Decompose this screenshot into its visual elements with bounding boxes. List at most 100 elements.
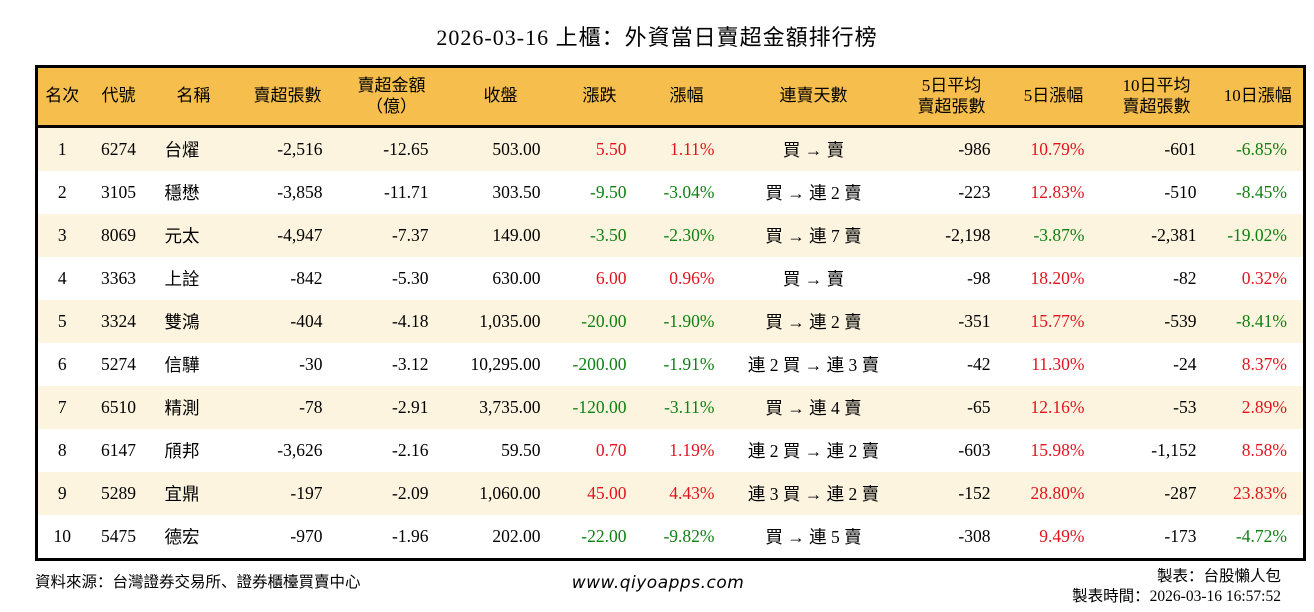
- column-header: 名稱: [150, 66, 237, 128]
- column-header: 代號: [86, 66, 151, 128]
- cell: 買 → 連 7 賣: [765, 226, 862, 246]
- page-title: 2026-03-16 上櫃：外資當日賣超金額排行榜: [436, 25, 878, 50]
- cell: 5274: [101, 354, 136, 374]
- cell: 雙鴻: [164, 312, 200, 332]
- cell: 18.20%: [1030, 268, 1085, 288]
- cell: 2.89%: [1241, 397, 1287, 417]
- cell: 3: [57, 225, 67, 245]
- cell: 3,735.00: [479, 397, 541, 417]
- cell: -970: [290, 526, 323, 546]
- table-row: 1 6274 台燿 -2,516 -12.65 503.00 5.50 1.11% 買 → 賣 -…: [36, 126, 1305, 171]
- cell: -1.91%: [663, 354, 715, 374]
- cell: -308: [958, 526, 991, 546]
- maker-block: 製表：台股懶人包 製表時間：2026-03-16 16:57:52: [866, 567, 1281, 607]
- cell: -223: [958, 182, 991, 202]
- cell: 元太: [164, 226, 200, 246]
- cell: 6147: [101, 440, 136, 460]
- cell: -603: [958, 440, 991, 460]
- cell: -98: [967, 268, 991, 288]
- cell: -1.96: [392, 526, 429, 546]
- table-header: 名次 代號 名稱 賣超張數 賣超金額 （億） 收盤 漲跌 漲幅 連賣天數 5日平均 賣超張數 5日漲…: [36, 66, 1305, 128]
- cell: 1.19%: [669, 440, 715, 460]
- cell: 連 2 買 → 連 2 賣: [747, 441, 880, 461]
- cell: -2,198: [945, 225, 991, 245]
- table-row: 7 6510 精測 -78 -2.91 3,735.00 -120.00 -3.11% 買 → …: [36, 386, 1305, 429]
- cell: 9.49%: [1039, 526, 1085, 546]
- cell: 5.50: [595, 139, 627, 159]
- cell: 202.00: [492, 526, 541, 546]
- cell: -4.72%: [1235, 526, 1287, 546]
- cell: -3.04%: [663, 182, 715, 202]
- cell: 6274: [101, 139, 136, 159]
- cell: 連 3 買 → 連 2 賣: [747, 484, 880, 504]
- cell: 59.50: [501, 440, 541, 460]
- cell: -4,947: [277, 225, 323, 245]
- cell: -12.65: [383, 139, 429, 159]
- cell: 德宏: [164, 527, 200, 547]
- cell: 23.83%: [1233, 483, 1287, 503]
- table-row: 10 5475 德宏 -970 -1.96 202.00 -22.00 -9.82% 買 → 連…: [36, 515, 1305, 560]
- table-row: 3 8069 元太 -4,947 -7.37 149.00 -3.50 -2.30% 買 → 連…: [36, 214, 1305, 257]
- table-row: 6 5274 信驊 -30 -3.12 10,295.00 -200.00 -1.91% 連 2…: [36, 343, 1305, 386]
- cell: -152: [958, 483, 991, 503]
- cell: 503.00: [492, 139, 541, 159]
- cell: 3363: [101, 268, 136, 288]
- cell: 5289: [101, 483, 136, 503]
- cell: -287: [1164, 483, 1197, 503]
- column-header: 漲跌: [556, 66, 643, 128]
- column-header: 賣超金額 （億）: [338, 66, 445, 128]
- cell: -4.18: [392, 311, 429, 331]
- cell: -200.00: [572, 354, 627, 374]
- cell: 買 → 連 2 賣: [765, 312, 862, 332]
- cell: 買 → 連 4 賣: [765, 398, 862, 418]
- cell: -53: [1173, 397, 1197, 417]
- table-row: 9 5289 宜鼎 -197 -2.09 1,060.00 45.00 4.43% 連 3 買 …: [36, 472, 1305, 515]
- cell: 149.00: [492, 225, 541, 245]
- cell: -351: [958, 311, 991, 331]
- cell: 4.43%: [669, 483, 715, 503]
- cell: -1.90%: [663, 311, 715, 331]
- cell: -8.45%: [1235, 182, 1287, 202]
- cell: 11.30%: [1031, 354, 1085, 374]
- cell: 0.96%: [669, 268, 715, 288]
- column-header: 收盤: [444, 66, 557, 128]
- cell: 1,035.00: [479, 311, 541, 331]
- ranking-table-wrap: 名次 代號 名稱 賣超張數 賣超金額 （億） 收盤 漲跌 漲幅 連賣天數 5日平均 賣超張數 5日漲…: [35, 65, 1306, 561]
- cell: 630.00: [492, 268, 541, 288]
- table-row: 5 3324 雙鴻 -404 -4.18 1,035.00 -20.00 -1.90% 買 → …: [36, 300, 1305, 343]
- cell: -197: [290, 483, 323, 503]
- cell: -78: [299, 397, 323, 417]
- cell: -2.91: [392, 397, 429, 417]
- cell: 買 → 連 5 賣: [765, 527, 862, 547]
- cell: 1: [57, 139, 67, 159]
- cell: 45.00: [587, 483, 627, 503]
- column-header: 5日漲幅: [1006, 66, 1101, 128]
- cell: 宜鼎: [164, 484, 200, 504]
- cell: 買 → 賣: [782, 140, 845, 160]
- cell: -2,381: [1151, 225, 1197, 245]
- cell: 買 → 賣: [782, 269, 845, 289]
- cell: -30: [299, 354, 323, 374]
- cell: -2,516: [277, 139, 323, 159]
- cell: -601: [1164, 139, 1197, 159]
- website-url: www.qiyoapps.com: [571, 573, 745, 593]
- cell: 10,295.00: [470, 354, 541, 374]
- cell: -510: [1164, 182, 1197, 202]
- cell: 8.58%: [1241, 440, 1287, 460]
- cell: -3,626: [277, 440, 323, 460]
- cell: -65: [967, 397, 991, 417]
- cell: -2.09: [392, 483, 429, 503]
- table-row: 8 6147 頎邦 -3,626 -2.16 59.50 0.70 1.19% 連 2 買 → …: [36, 429, 1305, 472]
- cell: 8.37%: [1241, 354, 1287, 374]
- cell: 15.77%: [1030, 311, 1085, 331]
- made-time: 製表時間：2026-03-16 16:57:52: [1072, 588, 1281, 605]
- column-header: 10日漲幅: [1212, 66, 1305, 128]
- cell: 7: [57, 397, 67, 417]
- cell: -173: [1164, 526, 1197, 546]
- cell: -3.11%: [664, 397, 715, 417]
- cell: 頎邦: [164, 441, 200, 461]
- maker-name: 製表：台股懶人包: [1156, 568, 1281, 585]
- cell: -404: [290, 311, 323, 331]
- cell: -120.00: [572, 397, 627, 417]
